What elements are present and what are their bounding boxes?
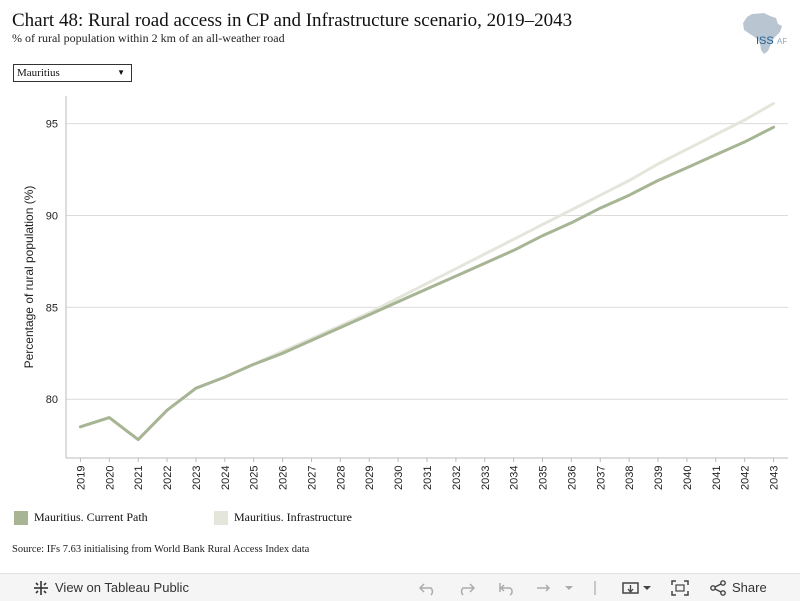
- logo-text-afi: AFI: [777, 37, 788, 46]
- tableau-toolbar: View on Tableau Public Share: [0, 573, 800, 601]
- x-tick-label: 2029: [364, 466, 376, 490]
- undo-button[interactable]: [418, 574, 438, 601]
- y-tick-labels: 80 85 90 95: [46, 119, 58, 407]
- view-on-tableau-button[interactable]: View on Tableau Public: [33, 574, 189, 601]
- source-note: Source: IFs 7.63 initialising from World…: [12, 544, 310, 555]
- series-lines: [78, 101, 776, 442]
- share-icon: [710, 579, 726, 596]
- chart-subtitle: % of rural population within 2 km of an …: [12, 31, 285, 45]
- redo-icon: [460, 582, 476, 596]
- x-tick-label: 2041: [711, 466, 723, 490]
- issafrica-logo: ISS AFI: [743, 13, 788, 54]
- x-tick-label: 2040: [682, 466, 694, 490]
- series-line-current-path: [78, 125, 776, 442]
- y-axis-label: Percentage of rural population (%): [22, 186, 36, 369]
- revert-button[interactable]: [497, 574, 517, 601]
- refresh-icon: [537, 583, 573, 592]
- share-label: Share: [732, 580, 767, 595]
- x-tick-label: 2036: [566, 466, 578, 490]
- country-filter-dropdown[interactable]: Mauritius ▼: [13, 64, 132, 82]
- revert-icon: [499, 582, 513, 596]
- x-tick-label: 2037: [595, 466, 607, 490]
- tableau-logo-icon: [34, 580, 48, 595]
- legend-swatch-infrastructure: [214, 510, 228, 525]
- x-tick-label: 2022: [162, 466, 174, 490]
- y-tick-label: 95: [46, 119, 58, 131]
- legend-label-infrastructure: Mauritius. Infrastructure: [234, 510, 352, 524]
- x-tick-label: 2019: [75, 466, 87, 490]
- legend-item-infrastructure: Mauritius. Infrastructure: [214, 510, 352, 525]
- africa-map-icon: [743, 13, 782, 54]
- gridlines: [66, 123, 788, 400]
- dropdown-arrow-icon: ▼: [117, 68, 125, 77]
- x-tick-label: 2034: [509, 466, 521, 490]
- line-chart: 80 85 90 95 2019 2020 2021 2022 2023 2024 2025 202…: [22, 96, 788, 490]
- x-tick-label: 2031: [422, 466, 434, 490]
- country-filter-value: Mauritius: [17, 67, 60, 79]
- x-tick-label: 2023: [191, 466, 203, 490]
- x-tick-label: 2033: [480, 466, 492, 490]
- refresh-button[interactable]: [535, 574, 575, 601]
- y-tick-label: 80: [46, 394, 58, 406]
- fullscreen-button[interactable]: [671, 574, 689, 601]
- x-tick-label: 2043: [769, 466, 781, 490]
- x-tick-label: 2038: [624, 466, 636, 490]
- legend-swatch-current-path: [14, 510, 28, 525]
- x-tick-label: 2030: [393, 466, 405, 490]
- x-tick-label: 2027: [306, 466, 318, 490]
- x-tick-label: 2032: [451, 466, 463, 490]
- chart-title: Chart 48: Rural road access in CP and In…: [12, 10, 573, 31]
- share-button[interactable]: Share: [710, 574, 767, 601]
- x-tick-label: 2026: [278, 466, 290, 490]
- x-tick-label: 2042: [740, 466, 752, 490]
- download-button[interactable]: [622, 574, 652, 601]
- x-tick-label: 2020: [104, 466, 116, 490]
- logo-text-iss: ISS: [756, 35, 774, 47]
- fullscreen-icon: [671, 579, 689, 596]
- legend-label-current-path: Mauritius. Current Path: [34, 510, 148, 524]
- x-tick-label: 2021: [133, 466, 145, 490]
- x-tick-label: 2035: [538, 466, 550, 490]
- y-tick-label: 85: [46, 302, 58, 314]
- redo-button[interactable]: [456, 574, 476, 601]
- download-icon: [622, 581, 651, 594]
- toolbar-separator: [594, 574, 596, 601]
- view-on-tableau-label: View on Tableau Public: [55, 580, 189, 595]
- x-tick-label: 2028: [335, 466, 347, 490]
- legend-item-current-path: Mauritius. Current Path: [14, 510, 148, 525]
- x-tick-label: 2039: [653, 466, 665, 490]
- x-tick-labels: 2019 2020 2021 2022 2023 2024 2025 2026 2027 2028…: [75, 458, 781, 490]
- x-tick-label: 2024: [220, 466, 232, 490]
- undo-icon: [418, 582, 434, 596]
- x-tick-label: 2025: [249, 466, 261, 490]
- series-line-infrastructure: [78, 101, 776, 442]
- y-tick-label: 90: [46, 210, 58, 222]
